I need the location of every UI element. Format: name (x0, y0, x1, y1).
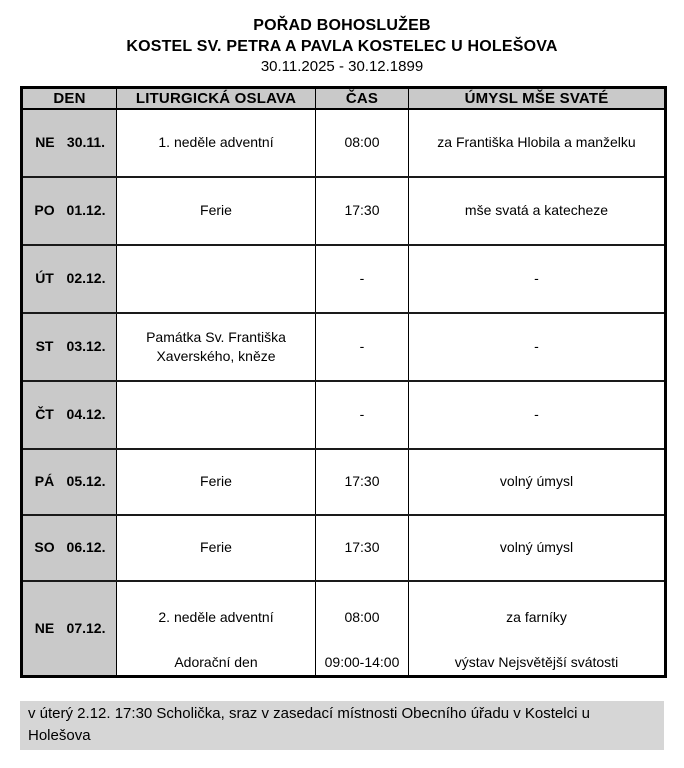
celebration-cell: Ferie (116, 447, 316, 516)
day-cell: ČT 04.12. (21, 379, 117, 450)
day-cell: ST 03.12. (21, 311, 117, 382)
day-cell: PO 01.12. (21, 175, 117, 246)
day-date: 30.11. (66, 134, 106, 151)
document-header: POŘAD BOHOSLUŽEB KOSTEL SV. PETRA A PAVL… (0, 0, 684, 77)
day-abbr: ČT (35, 406, 54, 423)
intention-line-2: výstav Nejsvětější svátosti (454, 653, 619, 670)
intention-cell: za Františka Hlobila a manželku (408, 107, 666, 178)
celebration-cell: 2. neděle adventní Adorační den (116, 579, 316, 677)
day-cell: NE 07.12. (21, 579, 117, 677)
day-date: 07.12. (66, 619, 106, 636)
day-abbr: SO (34, 539, 55, 556)
intention-cell: - (408, 379, 666, 450)
time-cell: 17:30 (315, 513, 409, 582)
intention-cell: - (408, 243, 666, 314)
day-cell: SO 06.12. (21, 513, 117, 582)
time-cell: - (315, 311, 409, 382)
table-row: ČT 04.12. - - (21, 379, 666, 450)
day-abbr: NE (35, 134, 55, 151)
page-title: POŘAD BOHOSLUŽEB (253, 17, 431, 34)
day-abbr: ST (35, 338, 54, 355)
intention-cell: mše svatá a katecheze (408, 175, 666, 246)
celebration-line-2: Adorační den (174, 653, 258, 670)
day-cell: PÁ 05.12. (21, 447, 117, 516)
day-date: 04.12. (66, 406, 106, 423)
footer-note: v úterý 2.12. 17:30 Scholička, sraz v za… (20, 701, 664, 750)
table-header-row: DEN LITURGICKÁ OSLAVA ČAS ÚMYSL MŠE SVAT… (21, 87, 666, 110)
table-row: PÁ 05.12. Ferie 17:30 volný úmysl (21, 447, 666, 516)
day-date: 02.12. (66, 270, 106, 287)
celebration-line-1: 2. neděle adventní (158, 608, 274, 625)
column-header-umysl: ÚMYSL MŠE SVATÉ (408, 87, 666, 110)
celebration-cell: Památka Sv. Františka Xaverského, kněze (116, 311, 316, 382)
celebration-cell: 1. neděle adventní (116, 107, 316, 178)
time-cell: 08:00 (315, 107, 409, 178)
celebration-cell (116, 379, 316, 450)
schedule-table: DEN LITURGICKÁ OSLAVA ČAS ÚMYSL MŠE SVAT… (20, 86, 667, 678)
table-row: ST 03.12. Památka Sv. Františka Xaverskéh… (21, 311, 666, 382)
column-header-cas: ČAS (315, 87, 409, 110)
time-stack: 08:00 09:00-14:00 (322, 584, 402, 673)
intention-cell: volný úmysl (408, 513, 666, 582)
column-header-liturgicka-oslava: LITURGICKÁ OSLAVA (116, 87, 316, 110)
time-cell: - (315, 379, 409, 450)
celebration-cell: Ferie (116, 175, 316, 246)
day-date: 03.12. (66, 338, 106, 355)
day-date: 01.12. (66, 202, 106, 219)
day-abbr: ÚT (35, 270, 54, 287)
celebration-stack: 2. neděle adventní Adorační den (123, 584, 309, 673)
church-name: KOSTEL SV. PETRA A PAVLA KOSTELEC U HOLE… (126, 38, 558, 55)
date-range: 30.11.2025 - 30.12.1899 (260, 58, 424, 75)
table-row: SO 06.12. Ferie 17:30 volný úmysl (21, 513, 666, 582)
intention-cell: za farníky výstav Nejsvětější svátosti (408, 579, 666, 677)
day-date: 06.12. (66, 539, 106, 556)
table-row: ÚT 02.12. - - (21, 243, 666, 314)
day-date: 05.12. (66, 473, 106, 490)
intention-cell: volný úmysl (408, 447, 666, 516)
time-line-2: 09:00-14:00 (324, 653, 400, 670)
time-line-1: 08:00 (344, 608, 380, 625)
time-cell: 17:30 (315, 175, 409, 246)
column-header-den: DEN (21, 87, 117, 110)
table-row: NE 30.11. 1. neděle adventní 08:00 za Fra… (21, 107, 666, 178)
day-abbr: NE (34, 619, 55, 636)
day-abbr: PÁ (34, 473, 55, 490)
time-cell: - (315, 243, 409, 314)
time-cell: 17:30 (315, 447, 409, 516)
intention-line-1: za farníky (506, 608, 567, 625)
intention-cell: - (408, 311, 666, 382)
intention-stack: za farníky výstav Nejsvětější svátosti (415, 584, 658, 673)
day-cell: ÚT 02.12. (21, 243, 117, 314)
day-cell: NE 30.11. (21, 107, 117, 178)
time-cell: 08:00 09:00-14:00 (315, 579, 409, 677)
table-row: NE 07.12. 2. neděle adventní Adorační den… (21, 579, 666, 677)
celebration-cell: Ferie (116, 513, 316, 582)
celebration-cell (116, 243, 316, 314)
table-row: PO 01.12. Ferie 17:30 mše svatá a kateche… (21, 175, 666, 246)
day-abbr: PO (34, 202, 55, 219)
